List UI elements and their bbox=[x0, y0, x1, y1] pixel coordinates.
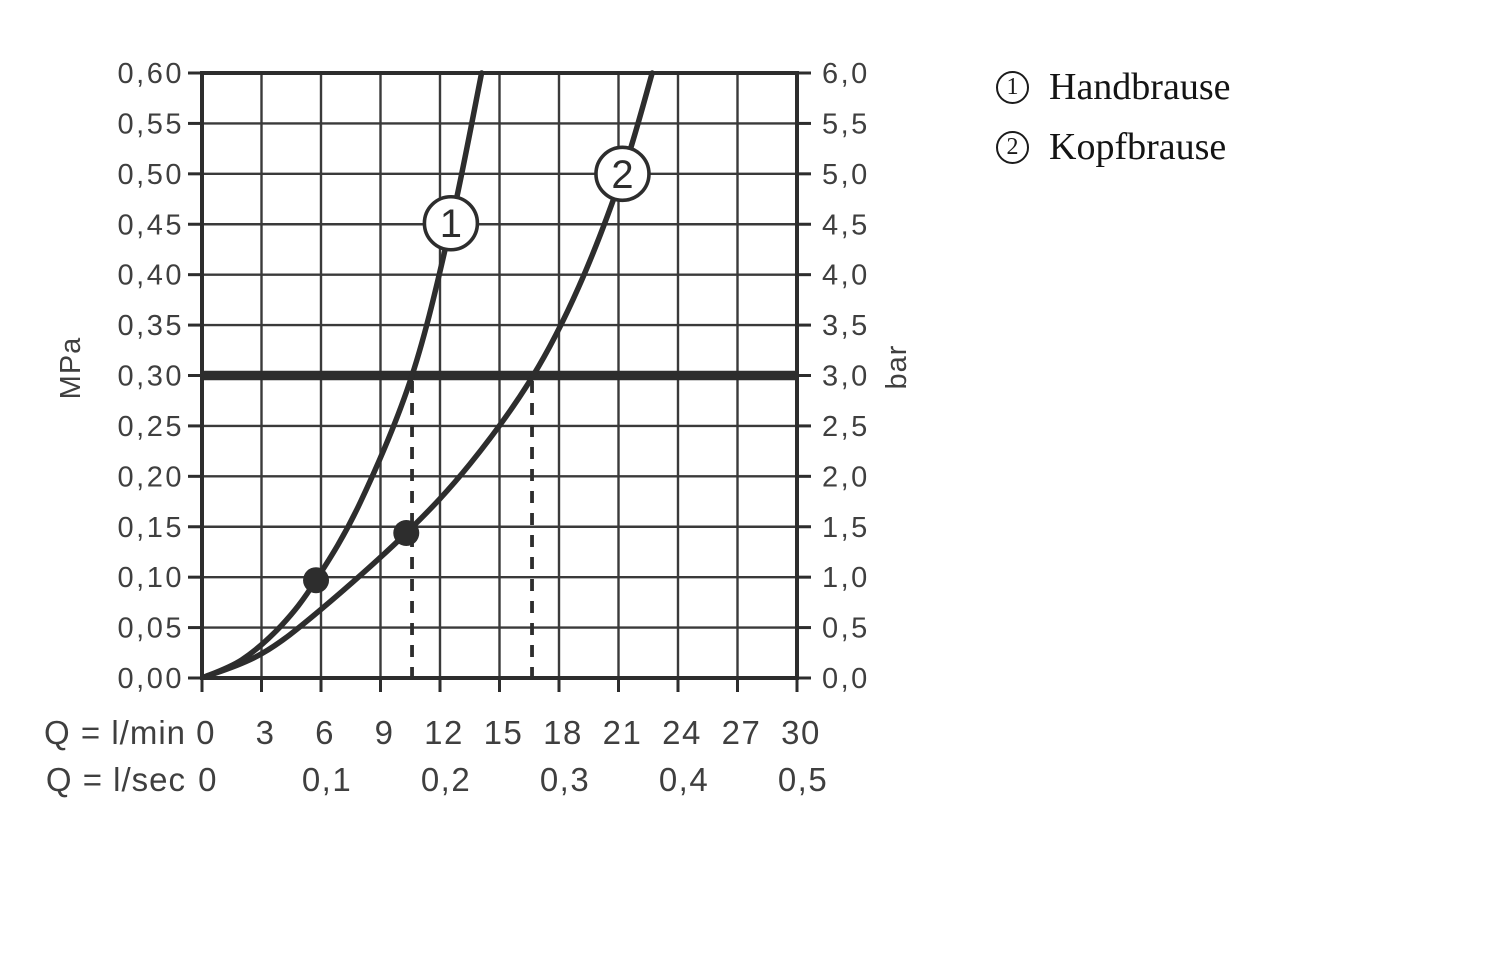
tick-label-lmin: 15 bbox=[484, 714, 524, 751]
tick-label-lmin: 24 bbox=[662, 714, 702, 751]
curve-1-dot bbox=[303, 567, 330, 594]
tick-label-bar: 5,0 bbox=[822, 159, 870, 191]
tick-label-mpa: 0,55 bbox=[118, 108, 184, 140]
tick-label-lsec: 0 bbox=[198, 761, 218, 798]
tick-marks bbox=[188, 71, 811, 692]
tick-label-mpa: 0,15 bbox=[118, 512, 184, 544]
tick-label-mpa: 0,40 bbox=[118, 260, 184, 292]
tick-label-bar: 3,0 bbox=[822, 361, 870, 393]
tick-label-mpa: 0,25 bbox=[118, 411, 184, 443]
tick-label-lsec: 0,2 bbox=[421, 761, 471, 798]
legend-item-handbrause: 1 Handbrause bbox=[996, 63, 1230, 111]
tick-label-mpa: 0,20 bbox=[118, 461, 184, 493]
tick-label-lmin: 21 bbox=[603, 714, 643, 751]
tick-label-mpa: 0,30 bbox=[118, 361, 184, 393]
legend-marker-2-icon: 2 bbox=[996, 130, 1029, 164]
tick-label-bar: 2,5 bbox=[822, 411, 870, 443]
tick-label-lmin: 30 bbox=[781, 714, 821, 751]
legend-item-kopfbrause: 2 Kopfbrause bbox=[996, 123, 1230, 171]
tick-label-bar: 1,0 bbox=[822, 562, 870, 594]
curve-marker-1-number: 1 bbox=[440, 202, 462, 246]
tick-label-bar: 6,0 bbox=[822, 58, 870, 90]
tick-label-mpa: 0,10 bbox=[118, 562, 184, 594]
tick-label-lmin: 9 bbox=[375, 714, 395, 751]
tick-label-mpa: 0,45 bbox=[118, 209, 184, 241]
curve-marker-2-number: 2 bbox=[611, 153, 633, 197]
tick-label-lsec: 0,3 bbox=[540, 761, 590, 798]
tick-label-lsec: 0,1 bbox=[302, 761, 352, 798]
tick-label-lmin: 3 bbox=[256, 714, 276, 751]
tick-label-mpa: 0,35 bbox=[118, 310, 184, 342]
legend-label-handbrause: Handbrause bbox=[1049, 66, 1231, 108]
flow-pressure-chart: 0,60 6,00,55 5,50,50 5,00,45 4,50,40 4,00,35 3… bbox=[44, 58, 913, 798]
curve-marker-2: 2 bbox=[594, 145, 651, 203]
tick-label-bar: 4,0 bbox=[822, 260, 870, 292]
curve-marker-1-circle bbox=[422, 194, 480, 252]
tick-label-lmin: 12 bbox=[424, 714, 464, 751]
dashed-drop-lines bbox=[410, 381, 534, 676]
curve-marker-2-circle bbox=[594, 145, 651, 203]
tick-label-lmin: 27 bbox=[722, 714, 762, 751]
tick-label-mpa: 0,60 bbox=[118, 58, 184, 90]
x-axis-title-lmin: Q = l/min bbox=[44, 714, 186, 751]
tick-label-bar: 0,5 bbox=[822, 613, 870, 645]
legend: 1 Handbrause 2 Kopfbrause bbox=[996, 63, 1230, 171]
curve-marker-1: 1 bbox=[422, 194, 480, 252]
tick-label-lsec: 0,5 bbox=[778, 761, 828, 798]
curve-2-dot bbox=[393, 520, 420, 547]
tick-labels: 0,60 6,00,55 5,50,50 5,00,45 4,50,40 4,00,35 3… bbox=[118, 58, 870, 798]
tick-label-lmin: 18 bbox=[543, 714, 583, 751]
tick-label-lsec: 0,4 bbox=[659, 761, 709, 798]
tick-label-mpa: 0,05 bbox=[118, 613, 184, 645]
tick-label-bar: 4,5 bbox=[822, 209, 870, 241]
curve-markers: 12 bbox=[422, 145, 651, 252]
x-axis-title-lsec: Q = l/sec bbox=[46, 761, 186, 798]
legend-marker-1-icon: 1 bbox=[996, 70, 1029, 104]
y-axis-title-bar: bar bbox=[881, 345, 913, 390]
tick-label-mpa: 0,00 bbox=[118, 663, 184, 695]
tick-label-bar: 5,5 bbox=[822, 108, 870, 140]
tick-label-lmin: 6 bbox=[315, 714, 335, 751]
tick-label-mpa: 0,50 bbox=[118, 159, 184, 191]
tick-label-lmin: 0 bbox=[196, 714, 216, 751]
y-axis-title-mpa: MPa bbox=[55, 337, 87, 400]
tick-label-bar: 1,5 bbox=[822, 512, 870, 544]
tick-label-bar: 0,0 bbox=[822, 663, 870, 695]
tick-label-bar: 3,5 bbox=[822, 310, 870, 342]
tick-label-bar: 2,0 bbox=[822, 461, 870, 493]
legend-label-kopfbrause: Kopfbrause bbox=[1049, 126, 1227, 168]
